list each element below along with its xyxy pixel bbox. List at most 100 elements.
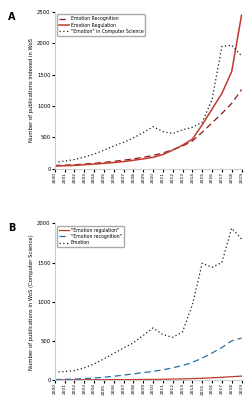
Line: Emotion Recognition: Emotion Recognition (55, 90, 242, 166)
Emotion (152, 326, 155, 330)
"Emotion regulation" (191, 376, 194, 381)
"Emotion recognition" (122, 373, 125, 378)
"Emotion" in Computer Science (102, 148, 105, 152)
Emotion Regulation (142, 156, 145, 161)
"Emotion recognition" (211, 350, 214, 355)
Emotion Recognition (93, 161, 96, 166)
"Emotion recognition" (230, 338, 233, 343)
Emotion (142, 333, 145, 338)
Line: Emotion: Emotion (55, 228, 242, 372)
"Emotion recognition" (112, 374, 115, 379)
"Emotion regulation" (102, 377, 105, 382)
"Emotion" in Computer Science (73, 157, 76, 162)
Emotion (171, 335, 174, 340)
Emotion Recognition (230, 101, 233, 106)
Emotion (53, 370, 56, 374)
Emotion Recognition (142, 155, 145, 160)
Emotion Recognition (211, 120, 214, 125)
"Emotion regulation" (171, 377, 174, 382)
"Emotion recognition" (73, 377, 76, 382)
Emotion (63, 369, 66, 374)
Line: Emotion Regulation: Emotion Regulation (55, 15, 242, 166)
Emotion Regulation (73, 163, 76, 168)
"Emotion regulation" (220, 375, 223, 380)
Emotion (83, 366, 86, 370)
"Emotion" in Computer Science (93, 152, 96, 156)
"Emotion" in Computer Science (132, 136, 135, 140)
"Emotion regulation" (63, 378, 66, 382)
Emotion Recognition (181, 144, 184, 148)
Emotion Recognition (73, 162, 76, 167)
"Emotion recognition" (191, 360, 194, 365)
Emotion Recognition (83, 162, 86, 166)
"Emotion" in Computer Science (112, 144, 115, 148)
Emotion Regulation (240, 13, 243, 18)
Emotion Regulation (152, 155, 155, 160)
Emotion Recognition (63, 163, 66, 168)
Emotion Regulation (220, 91, 223, 96)
"Emotion regulation" (83, 377, 86, 382)
"Emotion" in Computer Science (201, 120, 204, 125)
"Emotion" in Computer Science (181, 127, 184, 132)
Legend: Emotion Recognition, Emotion Regulation, "Emotion" in Computer Science: Emotion Recognition, Emotion Regulation,… (57, 14, 145, 36)
"Emotion regulation" (93, 377, 96, 382)
"Emotion regulation" (211, 376, 214, 380)
Emotion Recognition (132, 156, 135, 161)
Emotion (230, 226, 233, 230)
"Emotion" in Computer Science (161, 129, 164, 134)
Emotion (122, 346, 125, 350)
"Emotion recognition" (171, 366, 174, 370)
"Emotion regulation" (73, 377, 76, 382)
"Emotion recognition" (201, 356, 204, 360)
"Emotion regulation" (53, 378, 56, 382)
"Emotion" in Computer Science (220, 44, 223, 49)
Emotion Recognition (53, 163, 56, 168)
Emotion Regulation (161, 152, 164, 157)
"Emotion recognition" (102, 375, 105, 380)
"Emotion regulation" (132, 377, 135, 382)
Emotion Regulation (102, 161, 105, 166)
"Emotion regulation" (230, 374, 233, 379)
"Emotion recognition" (93, 376, 96, 380)
"Emotion recognition" (53, 377, 56, 382)
Emotion (201, 261, 204, 266)
Emotion Regulation (112, 160, 115, 165)
"Emotion recognition" (161, 368, 164, 372)
"Emotion" in Computer Science (152, 124, 155, 129)
Emotion Regulation (53, 164, 56, 168)
Emotion (211, 265, 214, 270)
Emotion (102, 356, 105, 361)
"Emotion" in Computer Science (171, 131, 174, 136)
Y-axis label: Number of publications in WoS (Computer Science): Number of publications in WoS (Computer … (29, 234, 34, 370)
Emotion (73, 368, 76, 373)
"Emotion recognition" (152, 369, 155, 374)
Emotion (132, 340, 135, 345)
"Emotion regulation" (152, 377, 155, 382)
"Emotion regulation" (112, 377, 115, 382)
Emotion Regulation (132, 158, 135, 163)
"Emotion recognition" (63, 377, 66, 382)
"Emotion" in Computer Science (122, 140, 125, 145)
"Emotion" in Computer Science (142, 130, 145, 135)
Text: B: B (8, 224, 15, 234)
Line: "Emotion regulation": "Emotion regulation" (55, 376, 242, 380)
"Emotion regulation" (161, 377, 164, 382)
Emotion Regulation (201, 122, 204, 127)
Emotion Regulation (191, 137, 194, 142)
Emotion (112, 351, 115, 356)
"Emotion" in Computer Science (53, 160, 56, 165)
Emotion Regulation (63, 163, 66, 168)
"Emotion regulation" (181, 376, 184, 381)
Emotion (161, 332, 164, 337)
"Emotion recognition" (240, 336, 243, 340)
Emotion Recognition (171, 148, 174, 152)
Emotion Recognition (122, 158, 125, 162)
Emotion Regulation (83, 162, 86, 167)
Emotion (191, 302, 194, 307)
Y-axis label: Number of publications indexed in WoS: Number of publications indexed in WoS (29, 38, 34, 142)
"Emotion" in Computer Science (211, 97, 214, 102)
"Emotion recognition" (142, 370, 145, 375)
Emotion Recognition (112, 159, 115, 164)
Legend: "Emotion regulation", "Emotion recognition", Emotion: "Emotion regulation", "Emotion recogniti… (57, 226, 124, 247)
"Emotion regulation" (142, 377, 145, 382)
